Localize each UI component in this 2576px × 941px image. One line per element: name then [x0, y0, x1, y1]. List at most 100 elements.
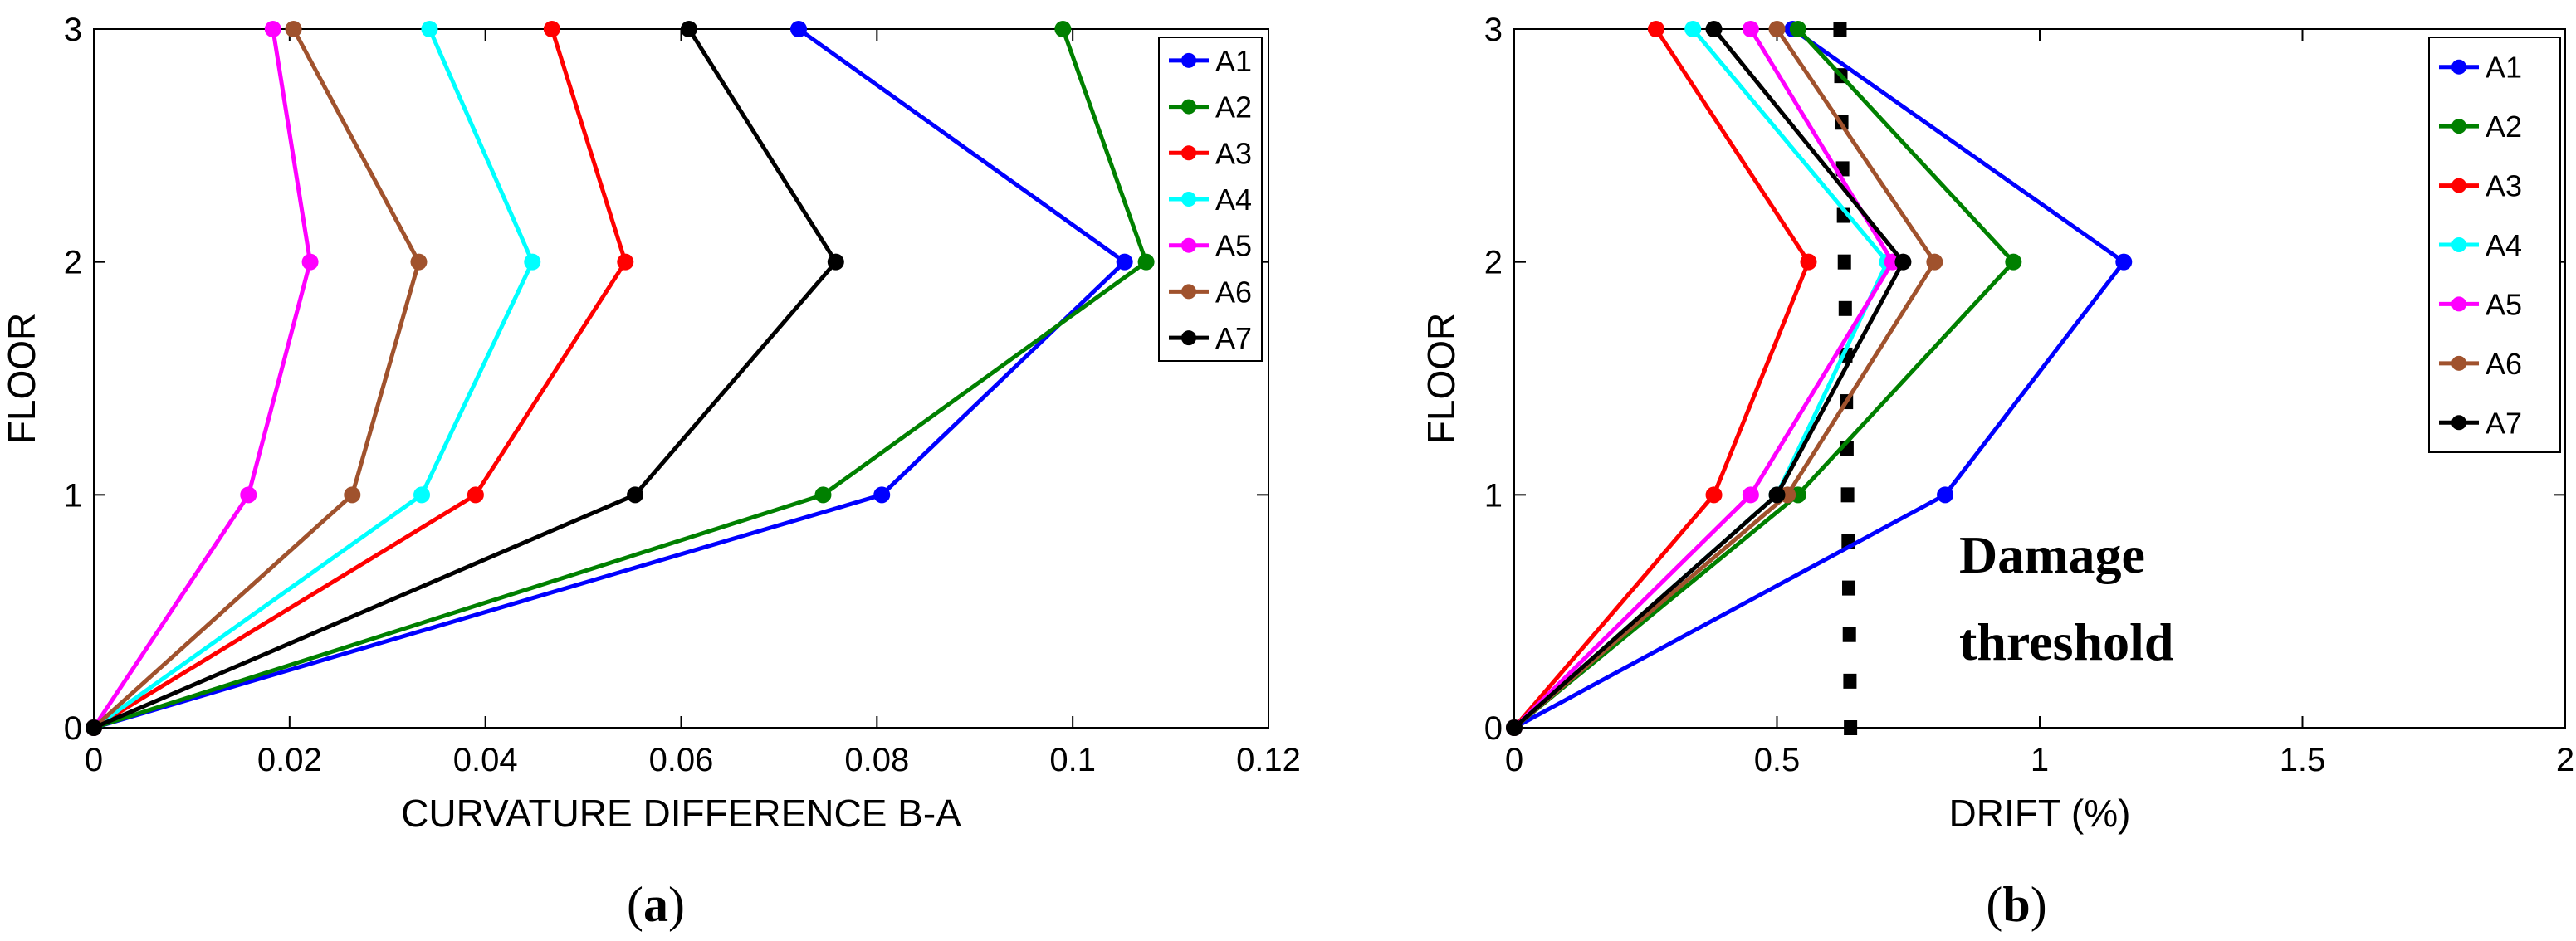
legend-swatch-marker	[1181, 284, 1196, 300]
series-line-a1	[93, 27, 1127, 730]
x-tick-label: 0.04	[453, 742, 518, 778]
legend-entry: A6	[1169, 275, 1252, 309]
x-tick-label: 0.08	[844, 742, 909, 778]
series-line-a5	[1513, 27, 1895, 729]
data-point-a5	[1742, 21, 1759, 37]
series-line-a6	[1513, 27, 1937, 729]
data-point-a7	[680, 21, 697, 37]
y-tick-label: 1	[64, 477, 82, 514]
data-point-a2	[814, 486, 832, 504]
threshold-label-line1: Damage	[1959, 525, 2145, 584]
legend-label: A2	[1215, 90, 1252, 124]
legend-label: A5	[1215, 229, 1252, 263]
panel-b-drift-chart: 0 0.5 1 1.5 2 0 1 2 3 DRIFT (%) FLOOR Damage thresho…	[1420, 12, 2574, 932]
data-point-a6	[1926, 253, 1943, 271]
legend-entry: A3	[2439, 169, 2522, 203]
data-point-a1	[1116, 253, 1133, 271]
data-point-a6	[285, 21, 302, 37]
data-point-a7	[827, 253, 844, 271]
data-point-a5	[240, 486, 257, 504]
x-tick-label: 1.5	[2280, 742, 2326, 778]
data-point-a2	[1054, 21, 1072, 37]
legend-swatch-marker	[2451, 355, 2466, 371]
threshold-dot	[1837, 254, 1851, 270]
data-point-a4	[413, 486, 431, 504]
legend-label: A6	[2486, 347, 2522, 381]
data-point-a4	[1684, 21, 1702, 37]
x-axis-title: CURVATURE DIFFERENCE B-A	[401, 792, 961, 835]
legend: A1 A2 A3 A4 A5 A6 A7	[1158, 37, 1263, 362]
series-line-a3	[1513, 27, 1811, 729]
series-line-a7	[93, 27, 838, 730]
x-tick-label: 0.06	[649, 742, 714, 778]
data-point-a1	[790, 21, 807, 37]
legend-label: A4	[1215, 183, 1252, 217]
threshold-dot	[1840, 487, 1855, 503]
panel-a-curvature-chart: 0 0.02 0.04 0.06 0.08 0.1 0.12 0 1 2 3 CURVATURE DI…	[0, 12, 1301, 932]
data-point-a3	[543, 21, 560, 37]
x-tick-label: 0	[85, 742, 103, 778]
data-point-a1	[2115, 253, 2133, 271]
y-axis-title: FLOOR	[1420, 313, 1463, 444]
threshold-dot	[1838, 300, 1852, 316]
legend-entry: A5	[2439, 287, 2522, 321]
data-point-a3	[1800, 253, 1817, 271]
legend-swatch-marker	[1181, 237, 1196, 253]
data-point-a6	[410, 253, 428, 271]
x-tick-label: 0.02	[257, 742, 322, 778]
x-tick-label: 0.5	[1754, 742, 1801, 778]
x-axis-title: DRIFT (%)	[1949, 792, 2131, 835]
legend-label: A1	[1215, 44, 1252, 78]
caption-close-paren: )	[2031, 877, 2047, 932]
data-point-a2	[2005, 253, 2022, 271]
data-point-a3	[1705, 486, 1723, 504]
legend-entry: A7	[1169, 321, 1252, 355]
legend-entry: A2	[2439, 110, 2522, 144]
data-point-a5	[301, 253, 319, 271]
data-point-a2	[1137, 253, 1155, 271]
threshold-dot	[1843, 673, 1857, 689]
y-tick-label: 0	[64, 710, 82, 747]
legend-swatch-marker	[2451, 237, 2466, 252]
y-tick-label: 2	[1484, 245, 1503, 281]
legend-label: A6	[1215, 275, 1252, 309]
legend-swatch-marker	[1181, 145, 1196, 161]
caption-open-paren: (	[627, 877, 643, 932]
legend-entry: A6	[2439, 347, 2522, 381]
threshold-dot	[1842, 580, 1856, 596]
data-point-a7	[1506, 719, 1523, 736]
legend-entry: A2	[1169, 90, 1252, 124]
data-point-a7	[1768, 486, 1786, 504]
caption-letter: b	[2002, 877, 2030, 932]
data-point-a7	[86, 719, 102, 736]
legend-swatch-marker	[1181, 192, 1196, 207]
data-point-a6	[1768, 21, 1786, 37]
data-point-a4	[421, 21, 438, 37]
x-tick-label: 0.1	[1049, 742, 1096, 778]
legend-label: A1	[2486, 51, 2522, 85]
data-point-a4	[524, 253, 541, 271]
legend-entry: A1	[1169, 44, 1252, 78]
legend-swatch-marker	[2451, 59, 2466, 75]
legend-swatch-marker	[2451, 178, 2466, 193]
y-tick-label: 2	[64, 245, 82, 281]
legend-swatch-marker	[1181, 52, 1196, 68]
legend-label: A7	[1215, 321, 1252, 355]
y-axis-title: FLOOR	[0, 313, 43, 444]
threshold-label-line2: threshold	[1959, 612, 2173, 671]
legend-label: A3	[2486, 169, 2522, 203]
legend-label: A2	[2486, 110, 2522, 144]
series-line-a2	[1513, 27, 2016, 729]
caption-open-paren: (	[1986, 877, 2002, 932]
x-tick-label: 0	[1505, 742, 1523, 778]
series-a1	[86, 21, 1133, 736]
series-a4	[86, 21, 541, 736]
threshold-dot	[1842, 627, 1856, 642]
legend-swatch-marker	[2451, 296, 2466, 312]
series-line-a4	[92, 27, 535, 730]
panel-caption: (b)	[1986, 877, 2046, 932]
legend-entry: A5	[1169, 229, 1252, 263]
series-line-a7	[1513, 27, 1905, 729]
